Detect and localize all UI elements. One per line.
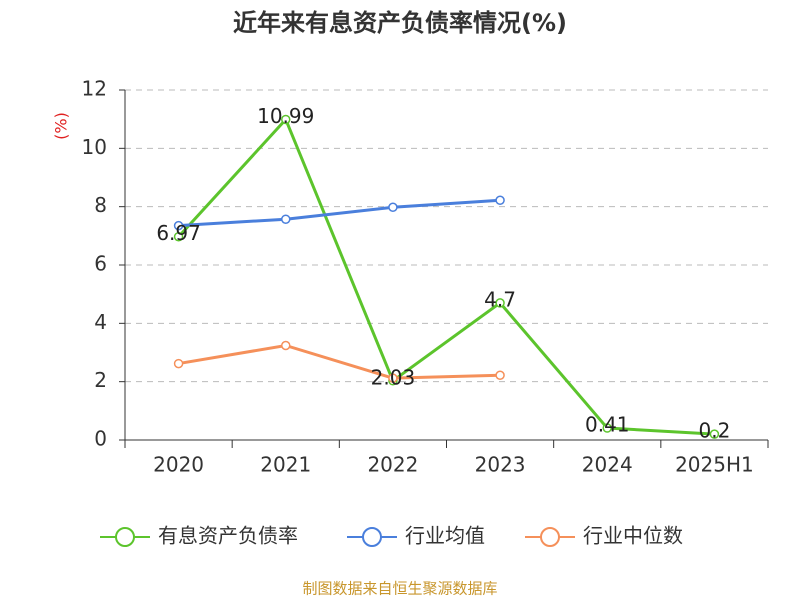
y-tick-label: 6 [94, 252, 107, 276]
data-point [173, 220, 184, 231]
x-tick-label: 2020 [153, 453, 204, 477]
data-point [495, 370, 505, 380]
data-point [281, 214, 291, 224]
x-tick-label: 2022 [367, 453, 418, 477]
y-tick-label: 10 [82, 135, 107, 159]
data-point [388, 373, 398, 383]
data-label: 10.99 [257, 104, 314, 128]
data-point [281, 114, 291, 125]
legend-marker [115, 527, 135, 547]
legend-label: 行业均值 [405, 524, 485, 548]
x-tick-label: 2021 [260, 453, 311, 477]
y-tick-label: 0 [94, 427, 107, 451]
chart-title: 近年来有息资产负债率情况(%) [233, 9, 567, 37]
data-label: 6.97 [156, 221, 201, 245]
data-label: 0.2 [699, 419, 731, 443]
data-point [281, 340, 291, 351]
y-tick-label: 12 [82, 77, 107, 101]
data-point [388, 202, 398, 212]
data-label: 0.41 [585, 413, 630, 437]
legend-marker [540, 527, 560, 547]
legend-marker [362, 527, 382, 547]
y-tick-label: 8 [94, 193, 107, 217]
x-tick-label: 2024 [582, 453, 633, 477]
legend-label: 行业中位数 [583, 524, 683, 548]
series-line [177, 116, 715, 436]
y-tick-label: 4 [94, 310, 107, 334]
series-line [178, 343, 501, 380]
data-point [602, 423, 612, 433]
x-tick-label: 2025H1 [675, 453, 754, 477]
legend-label: 有息资产负债率 [158, 524, 298, 548]
data-point [495, 298, 505, 308]
data-point [173, 358, 184, 369]
x-tick-label: 2023 [475, 453, 526, 477]
source-note: 制图数据来自恒生聚源数据库 [302, 580, 497, 598]
data-label: 4.7 [484, 287, 516, 311]
y-tick-label: 2 [94, 368, 107, 392]
y-axis-label: (%) [52, 112, 71, 140]
data-point [173, 231, 184, 242]
data-point [709, 429, 720, 439]
data-label: 2.03 [371, 365, 416, 389]
series-line [178, 198, 501, 228]
data-point [495, 195, 505, 205]
